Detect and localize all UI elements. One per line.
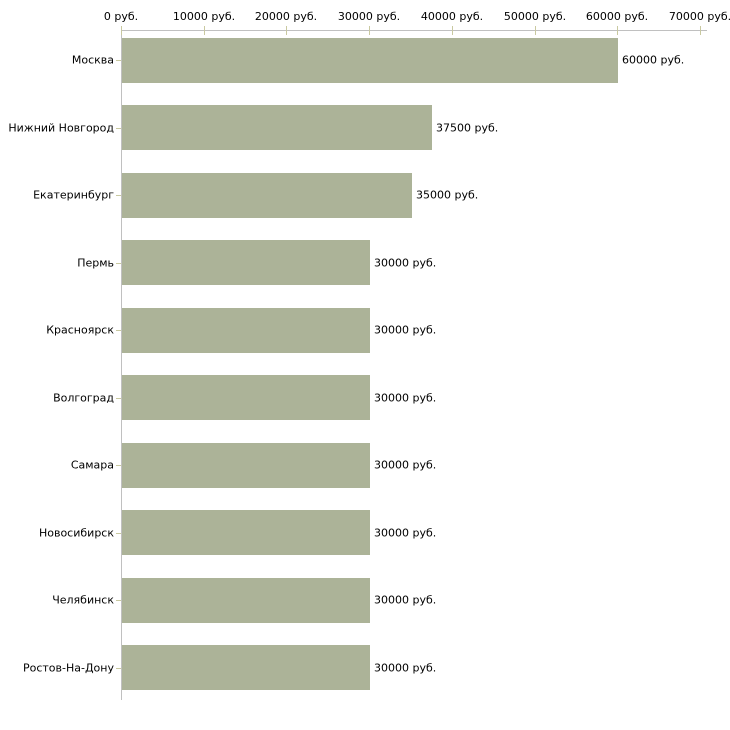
bar — [122, 308, 370, 353]
category-tick — [116, 668, 121, 669]
x-axis-tick — [369, 26, 370, 35]
category-label: Челябинск — [52, 593, 114, 607]
category-label: Новосибирск — [38, 526, 114, 540]
bar — [122, 105, 432, 150]
bar — [122, 38, 618, 83]
bar — [122, 443, 370, 488]
category-label: Нижний Новгород — [8, 121, 114, 135]
bar — [122, 645, 370, 690]
x-axis-tick-label: 40000 руб. — [420, 10, 484, 23]
x-axis-tick — [204, 26, 205, 35]
category-label: Самара — [70, 458, 114, 472]
category-label: Волгоград — [53, 391, 114, 405]
category-tick — [116, 465, 121, 466]
value-label: 30000 руб. — [374, 526, 437, 540]
x-axis-tick-label: 50000 руб. — [503, 10, 567, 23]
x-axis-tick-label: 0 руб. — [103, 10, 139, 23]
category-label: Москва — [71, 53, 114, 67]
category-label: Пермь — [77, 256, 114, 270]
value-label: 37500 руб. — [436, 121, 499, 135]
x-axis-tick — [617, 26, 618, 35]
x-axis-tick — [535, 26, 536, 35]
bar — [122, 240, 370, 285]
x-axis-tick-label: 10000 руб. — [172, 10, 236, 23]
y-axis-line — [121, 30, 122, 700]
category-tick — [116, 330, 121, 331]
category-tick — [116, 60, 121, 61]
category-tick — [116, 263, 121, 264]
value-label: 30000 руб. — [374, 661, 437, 675]
x-axis-tick-label: 20000 руб. — [254, 10, 318, 23]
category-tick — [116, 533, 121, 534]
x-axis-tick-label: 30000 руб. — [337, 10, 401, 23]
category-tick — [116, 600, 121, 601]
value-label: 30000 руб. — [374, 458, 437, 472]
bar — [122, 375, 370, 420]
bar — [122, 173, 412, 218]
x-axis-tick-label: 60000 руб. — [585, 10, 649, 23]
category-tick — [116, 195, 121, 196]
value-label: 30000 руб. — [374, 391, 437, 405]
bar — [122, 510, 370, 555]
x-axis-tick — [700, 26, 701, 35]
value-label: 30000 руб. — [374, 593, 437, 607]
category-tick — [116, 398, 121, 399]
x-axis-tick — [452, 26, 453, 35]
category-label: Ростов-На-Дону — [22, 661, 114, 675]
category-tick — [116, 128, 121, 129]
x-axis-line — [121, 30, 707, 31]
value-label: 60000 руб. — [622, 53, 685, 67]
value-label: 30000 руб. — [374, 256, 437, 270]
value-label: 35000 руб. — [416, 188, 479, 202]
x-axis-tick-label: 70000 руб. — [668, 10, 730, 23]
category-label: Екатеринбург — [33, 188, 114, 202]
x-axis-tick — [286, 26, 287, 35]
category-label: Красноярск — [46, 323, 114, 337]
bar — [122, 578, 370, 623]
x-axis-tick — [121, 26, 122, 35]
value-label: 30000 руб. — [374, 323, 437, 337]
